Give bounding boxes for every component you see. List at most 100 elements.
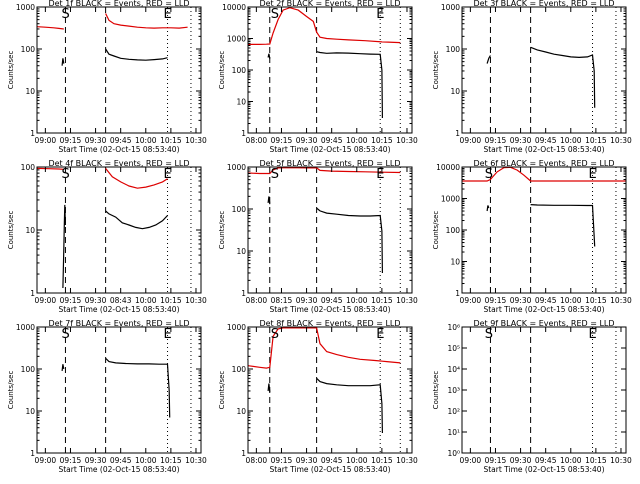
- x-tick-label: 10:15: [585, 296, 607, 305]
- x-tick-label: 10:15: [160, 136, 182, 145]
- y-tick-label: 1: [455, 289, 460, 298]
- x-tick-label: 09:30: [296, 296, 318, 305]
- x-tick-label: 10:30: [185, 296, 207, 305]
- y-tick-label: 10¹: [447, 428, 460, 437]
- x-axis-label: Start Time (02-Oct-15 08:53:40): [58, 465, 179, 474]
- y-tick-label: 10⁴: [447, 365, 460, 374]
- series-group: [248, 7, 401, 119]
- y-tick-label: 100: [446, 226, 461, 235]
- y-tick-label: 10: [25, 407, 35, 416]
- y-tick-label: 1000: [227, 35, 246, 44]
- x-axis-label: Start Time (02-Oct-15 08:53:40): [58, 305, 179, 314]
- events-series-line: [316, 377, 383, 434]
- events-series-line: [61, 58, 65, 66]
- y-axis-label: Counts/sec: [218, 51, 226, 90]
- chart-title: Det 4f BLACK = Events, RED = LLD: [48, 159, 189, 168]
- series-group: [462, 167, 626, 247]
- x-tick-label: 10:15: [160, 296, 182, 305]
- plot-frame: [247, 6, 413, 134]
- saa-marker-s: S: [61, 7, 69, 22]
- x-tick-label: 10:30: [396, 136, 418, 145]
- plot-frame: [247, 326, 413, 454]
- x-tick-label: 09:30: [85, 296, 107, 305]
- x-tick-label: 09:45: [535, 136, 557, 145]
- y-axis-label: Counts/sec: [432, 51, 440, 90]
- y-tick-label: 10⁵: [447, 344, 460, 353]
- chart-panel-3: 09:00 09:15 09:30 09:45 10:00 10:15 10:30 1 10 10…: [432, 0, 632, 154]
- x-tick-label: 10:00: [135, 136, 157, 145]
- x-tick-label: 10:30: [610, 296, 632, 305]
- y-axis-label: Counts/sec: [218, 371, 226, 410]
- y-tick-label: 100: [21, 45, 36, 54]
- x-tick-label: 09:45: [535, 296, 557, 305]
- x-tick-label: 10:30: [396, 296, 418, 305]
- x-tick-label: 09:30: [85, 136, 107, 145]
- events-series-line: [316, 51, 383, 119]
- saa-marker-s: S: [271, 327, 279, 342]
- chart-title: Det 3f BLACK = Events, RED = LLD: [473, 0, 614, 8]
- chart-panel-7: S E 09:00 09:15 09:30 09:45 10:00 10:15 10:30 1 10…: [7, 319, 207, 474]
- y-axis-label: Counts/sec: [7, 371, 15, 410]
- saa-marker-s: S: [61, 167, 69, 182]
- y-tick-label: 100: [21, 163, 36, 172]
- x-tick-label: 09:45: [321, 296, 343, 305]
- chart-title: Det 8f BLACK = Events, RED = LLD: [259, 319, 400, 328]
- events-series-line: [105, 357, 171, 418]
- y-tick-label: 10²: [447, 407, 460, 416]
- x-tick-label: 08:43: [110, 296, 132, 305]
- events-series-line: [267, 383, 271, 393]
- chart-title: Det 9f BLACK = Events, RED = LLD: [473, 319, 614, 328]
- y-tick-label: 100: [446, 45, 461, 54]
- x-tick-label: 09:15: [271, 136, 293, 145]
- chart-title: Det 6f BLACK = Events, RED = LLD: [473, 159, 614, 168]
- y-tick-label: 1000: [441, 195, 460, 204]
- events-series-line: [530, 46, 596, 108]
- x-tick-label: 09:45: [321, 136, 343, 145]
- events-series-line: [105, 48, 168, 61]
- x-tick-label: 09:15: [60, 136, 82, 145]
- x-tick-label: 09:00: [35, 456, 57, 465]
- x-tick-label: 09:30: [296, 456, 318, 465]
- y-axis-label: Counts/sec: [7, 211, 15, 250]
- x-tick-label: 09:00: [35, 136, 57, 145]
- plot-frame: [36, 166, 202, 294]
- chart-panel-8: S E 08:00 09:15 09:30 09:45 10:00 10:15 10:30 1 10…: [218, 319, 418, 474]
- x-tick-label: 10:30: [185, 456, 207, 465]
- chart-title: Det 2f BLACK = Events, RED = LLD: [259, 0, 400, 8]
- y-tick-label: 100: [232, 205, 247, 214]
- y-tick-label: 1: [241, 449, 246, 458]
- x-axis-label: Start Time (02-Oct-15 08:53:40): [269, 465, 390, 474]
- y-axis-label: Counts/sec: [432, 371, 440, 410]
- x-tick-label: 09:45: [321, 456, 343, 465]
- series-group: [486, 46, 596, 108]
- chart-panel-5: S E 08:00 08:15 09:30 09:45 10:00 10:15 10:30 1 10…: [218, 159, 418, 314]
- chart-panel-4: S E 09:00 09:15 09:30 08:43 10:00 10:15 10:30 1 10…: [7, 159, 207, 314]
- saa-marker-e: E: [376, 7, 384, 22]
- lld-series-line: [105, 13, 188, 29]
- x-tick-label: 09:15: [60, 456, 82, 465]
- x-tick-label: 09:15: [485, 136, 507, 145]
- saa-marker-e: E: [164, 167, 172, 182]
- x-tick-label: 09:15: [271, 456, 293, 465]
- y-tick-label: 1000: [16, 323, 35, 332]
- chart-title: Det 7f BLACK = Events, RED = LLD: [48, 319, 189, 328]
- lld-series-line: [248, 327, 401, 369]
- y-tick-label: 1: [30, 289, 35, 298]
- y-tick-label: 10⁶: [447, 323, 460, 332]
- y-tick-label: 1000: [441, 3, 460, 12]
- lld-series-line: [248, 7, 401, 46]
- saa-marker-e: E: [164, 327, 172, 342]
- x-tick-label: 10:00: [135, 296, 157, 305]
- y-tick-label: 10³: [447, 386, 460, 395]
- y-tick-label: 10000: [436, 163, 460, 172]
- y-tick-label: 10: [25, 87, 35, 96]
- y-tick-label: 10⁰: [447, 449, 460, 458]
- saa-marker-e: E: [589, 167, 597, 182]
- saa-marker-s: S: [485, 167, 493, 182]
- saa-marker-e: E: [164, 7, 172, 22]
- y-tick-label: 1: [241, 289, 246, 298]
- y-tick-label: 100: [232, 66, 247, 75]
- events-series-line: [267, 53, 271, 59]
